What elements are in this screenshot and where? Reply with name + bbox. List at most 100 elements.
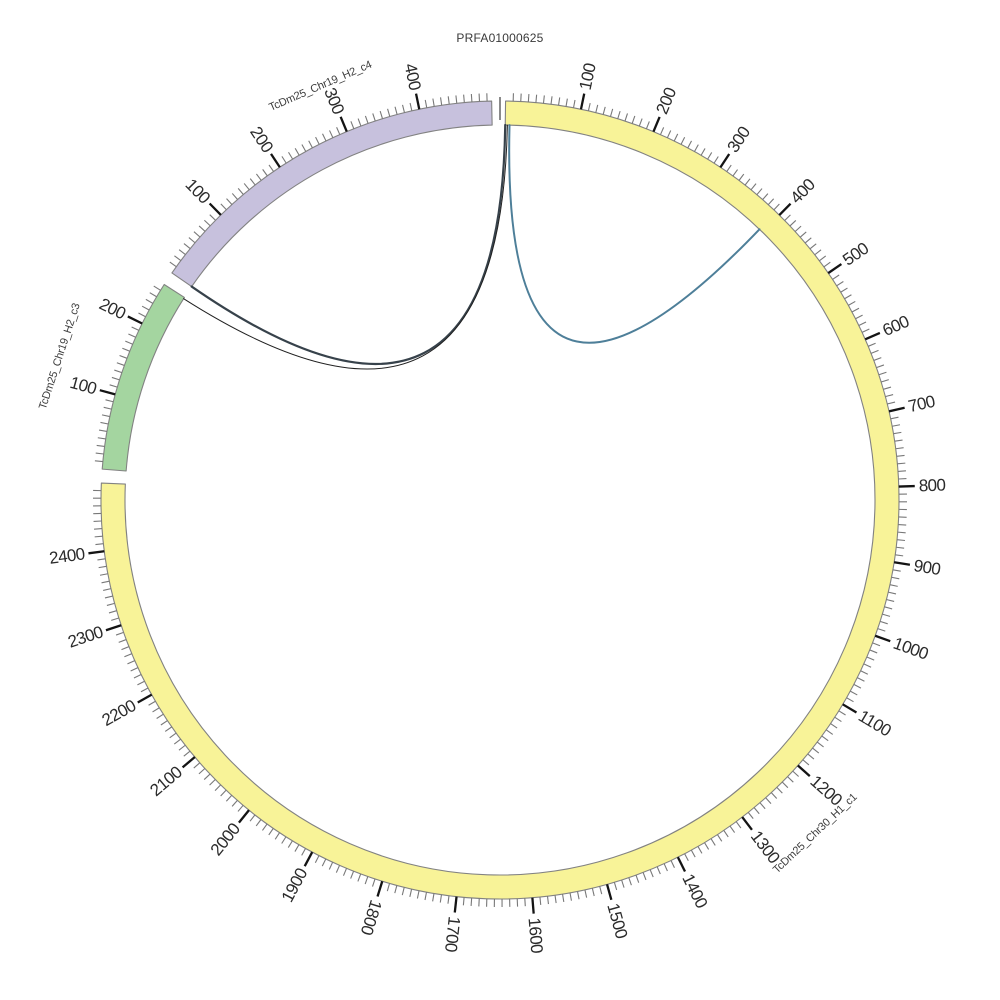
segment-band-TcDm25_Chr19_H2_c4 xyxy=(171,100,493,288)
minor-tick xyxy=(613,882,618,891)
minor-tick xyxy=(576,891,580,900)
minor-tick xyxy=(878,371,887,376)
minor-tick xyxy=(178,744,186,751)
minor-tick xyxy=(892,424,901,427)
minor-tick xyxy=(836,281,844,287)
major-tick xyxy=(888,406,905,413)
minor-tick xyxy=(173,738,181,745)
minor-tick xyxy=(329,130,334,138)
major-tick xyxy=(270,153,281,168)
minor-tick xyxy=(357,118,362,127)
minor-tick xyxy=(439,894,443,903)
minor-tick xyxy=(851,307,860,313)
minor-tick xyxy=(203,219,211,227)
minor-tick xyxy=(101,580,110,584)
minor-tick xyxy=(645,121,650,130)
minor-tick xyxy=(666,130,672,139)
minor-tick xyxy=(130,667,139,672)
minor-tick xyxy=(209,779,216,786)
tick-label-TcDm25_Chr19_H2_c4-400: 400 xyxy=(401,62,425,92)
minor-tick xyxy=(122,347,130,352)
minor-tick xyxy=(169,732,177,739)
minor-tick xyxy=(145,298,154,304)
minor-tick xyxy=(690,849,696,858)
minor-tick xyxy=(539,896,542,906)
minor-tick xyxy=(243,183,250,191)
minor-tick xyxy=(704,842,710,850)
minor-tick xyxy=(268,828,274,836)
tick-label-TcDm25_Chr30_H1_c1-100: 100 xyxy=(576,62,600,92)
minor-tick xyxy=(183,750,191,757)
minor-tick xyxy=(281,156,287,164)
minor-tick xyxy=(127,660,135,665)
minor-tick xyxy=(869,649,878,654)
tick-label-TcDm25_Chr30_H1_c1-2000: 2000 xyxy=(207,820,244,860)
minor-tick xyxy=(114,369,123,374)
major-tick xyxy=(741,816,753,831)
minor-tick xyxy=(884,606,893,610)
minor-tick xyxy=(561,893,565,903)
minor-tick xyxy=(109,384,118,388)
minor-tick xyxy=(103,406,112,410)
major-tick xyxy=(676,856,687,872)
minor-tick xyxy=(164,726,173,732)
minor-tick xyxy=(336,127,341,135)
minor-tick xyxy=(635,874,640,883)
minor-tick xyxy=(261,823,268,831)
minor-tick xyxy=(97,558,106,561)
minor-tick xyxy=(767,198,775,206)
minor-tick xyxy=(350,121,355,129)
minor-tick xyxy=(111,376,120,381)
minor-tick xyxy=(887,401,896,405)
minor-tick xyxy=(697,846,703,854)
link-origin-to-c3-end xyxy=(183,124,508,370)
minor-tick xyxy=(700,148,706,156)
minor-tick xyxy=(546,896,549,905)
minor-tick xyxy=(281,836,287,844)
minor-tick xyxy=(335,865,341,873)
minor-tick xyxy=(819,255,827,262)
major-tick xyxy=(414,93,421,110)
major-tick xyxy=(339,116,348,133)
major-tick xyxy=(652,116,661,133)
tick-label-TcDm25_Chr30_H1_c1-1900: 1900 xyxy=(278,865,312,905)
minor-tick xyxy=(98,429,108,433)
major-tick xyxy=(238,809,250,824)
segment-label-TcDm25_Chr19_H2_c3: TcDm25_Chr19_H2_c3 xyxy=(37,302,83,411)
minor-tick xyxy=(440,97,443,106)
minor-tick xyxy=(432,98,435,107)
minor-tick xyxy=(713,156,719,164)
minor-tick xyxy=(237,804,244,812)
minor-tick xyxy=(372,113,376,122)
minor-tick xyxy=(834,716,842,723)
minor-tick xyxy=(379,110,384,119)
major-tick xyxy=(842,703,858,714)
minor-tick xyxy=(131,326,140,331)
minor-tick xyxy=(726,164,732,172)
minor-tick xyxy=(794,225,802,232)
minor-tick xyxy=(386,883,391,892)
minor-tick xyxy=(896,546,905,549)
minor-tick xyxy=(848,300,856,306)
minor-tick xyxy=(857,677,865,682)
minor-tick xyxy=(809,243,817,250)
minor-tick xyxy=(137,680,145,686)
minor-tick xyxy=(118,639,127,643)
minor-tick xyxy=(621,879,625,888)
minor-tick xyxy=(119,354,128,359)
minor-tick xyxy=(762,193,769,200)
minor-tick xyxy=(673,133,679,142)
minor-tick xyxy=(756,188,763,196)
minor-tick xyxy=(868,342,876,347)
minor-tick xyxy=(115,631,124,636)
minor-tick xyxy=(416,890,420,899)
minor-tick xyxy=(765,797,772,805)
minor-tick xyxy=(617,110,621,119)
tick-label-TcDm25_Chr30_H1_c1-1500: 1500 xyxy=(603,901,631,940)
minor-tick xyxy=(394,106,398,115)
minor-tick xyxy=(781,781,789,789)
minor-tick xyxy=(602,106,606,115)
minor-tick xyxy=(670,860,675,868)
